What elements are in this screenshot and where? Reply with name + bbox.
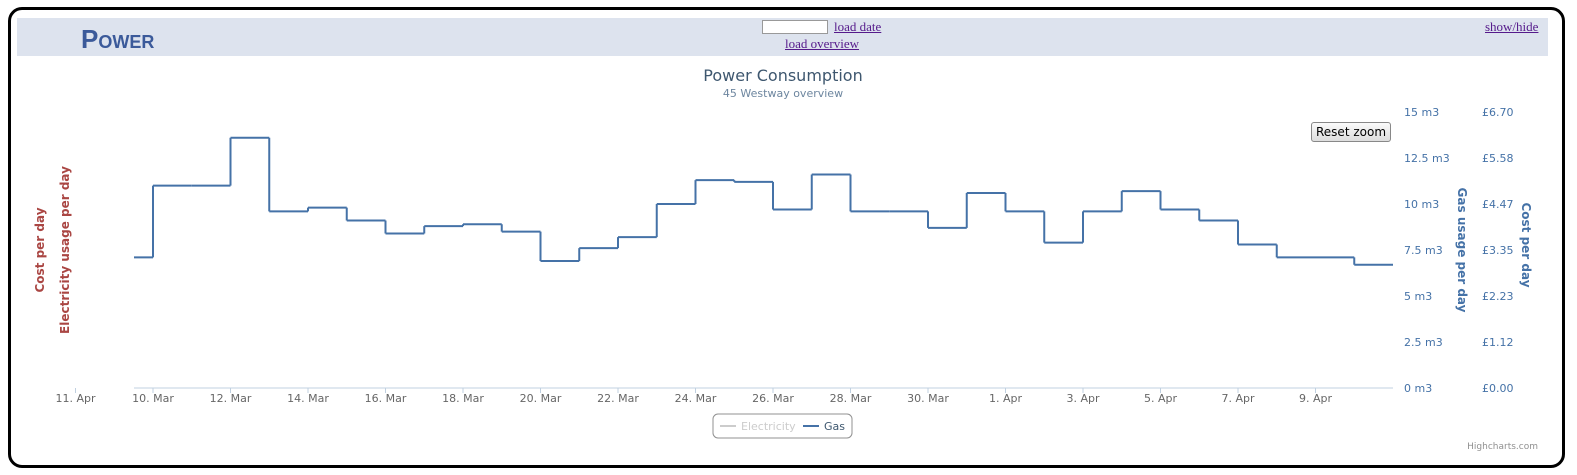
y2-tick-label: £3.35 [1482, 244, 1514, 257]
reset-zoom-button[interactable]: Reset zoom [1311, 122, 1392, 142]
x-tick-label: 28. Mar [830, 392, 872, 405]
left-axis-title: Cost per day [33, 207, 47, 292]
header: Power load date load overview show/hide [17, 18, 1548, 56]
step-connector [152, 137, 1356, 265]
y2-tick-label: £6.70 [1482, 106, 1514, 119]
legend-label[interactable]: Electricity [741, 420, 796, 433]
y2-tick-label: £0.00 [1482, 382, 1514, 395]
chart-title: Power Consumption [703, 66, 862, 85]
x-tick-label: 20. Mar [520, 392, 562, 405]
y-tick-label: 0 m3 [1404, 382, 1432, 395]
chart-subtitle: 45 Westway overview [723, 87, 843, 100]
frame [8, 7, 1565, 468]
x-tick-label: 26. Mar [752, 392, 794, 405]
y2-tick-label: £2.23 [1482, 290, 1514, 303]
x-tick-label: 14. Mar [287, 392, 329, 405]
load-overview-link[interactable]: load overview [785, 36, 860, 51]
x-tick-label: 30. Mar [907, 392, 949, 405]
left-axis-title: Electricity usage per day [58, 166, 72, 334]
y-tick-label: 7.5 m3 [1404, 244, 1443, 257]
credits[interactable]: Highcharts.com [1467, 442, 1538, 452]
x-tick-label: 24. Mar [675, 392, 717, 405]
y-tick-label: 10 m3 [1404, 198, 1439, 211]
x-tick-label: 1. Apr [989, 392, 1022, 405]
x-tick-label: 10. Mar [132, 392, 174, 405]
x-tick-label: 12. Mar [210, 392, 252, 405]
y2-axis-title: Cost per day [1519, 202, 1533, 287]
legend-label[interactable]: Gas [824, 420, 845, 433]
show-hide-link[interactable]: show/hide [1485, 19, 1539, 34]
y-tick-label: 2.5 m3 [1404, 336, 1443, 349]
x-tick-label: 7. Apr [1221, 392, 1254, 405]
x-tick-label: 16. Mar [365, 392, 407, 405]
y-tick-label: 5 m3 [1404, 290, 1432, 303]
x-tick-label: 3. Apr [1066, 392, 1099, 405]
y2-tick-label: £1.12 [1482, 336, 1514, 349]
y-tick-label: 15 m3 [1404, 106, 1439, 119]
date-input[interactable] [762, 20, 828, 34]
page-title: Power [81, 24, 155, 54]
x-tick-label: 11. Apr [55, 392, 95, 405]
y-axis-title: Gas usage per day [1455, 188, 1469, 313]
y2-tick-label: £5.58 [1482, 152, 1514, 165]
x-tick-label: 22. Mar [597, 392, 639, 405]
y2-tick-label: £4.47 [1482, 198, 1514, 211]
x-tick-label: 9. Apr [1299, 392, 1332, 405]
x-tick-label: 5. Apr [1144, 392, 1177, 405]
x-tick-label: 18. Mar [442, 392, 484, 405]
load-date-link[interactable]: load date [834, 19, 882, 34]
legend-box [712, 413, 853, 439]
y-tick-label: 12.5 m3 [1404, 152, 1450, 165]
